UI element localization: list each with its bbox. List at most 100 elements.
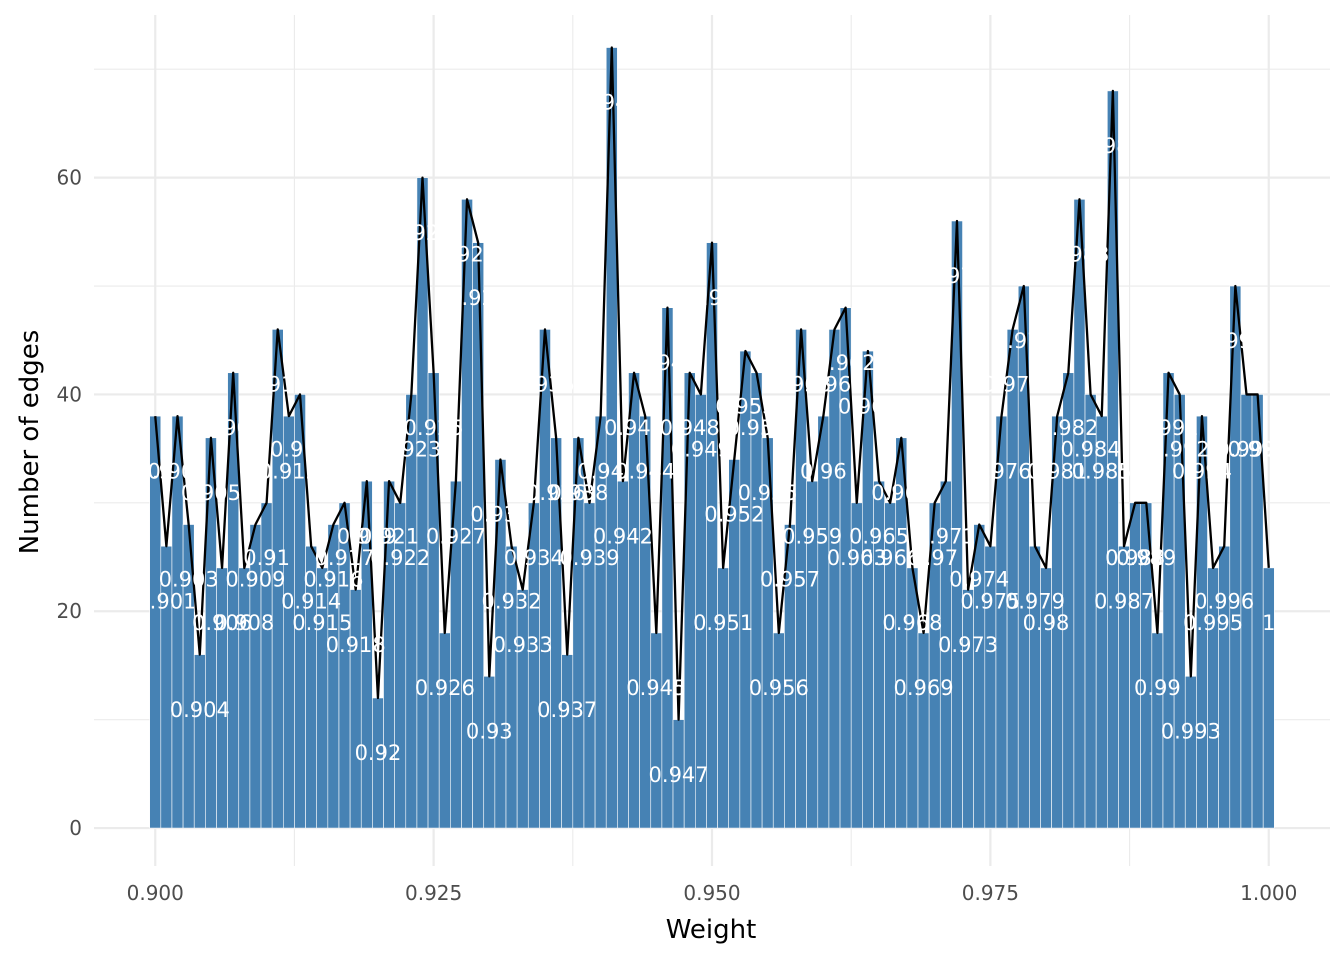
bar-label: 0.964	[838, 394, 898, 418]
bar-label: 0.957	[760, 568, 820, 592]
bar-label: 0.903	[159, 568, 219, 592]
bar-label: 0.993	[1161, 719, 1221, 743]
bar-label: 0.904	[170, 698, 230, 722]
bar-label: 0.909	[225, 568, 285, 592]
bar-label: 0.936	[526, 481, 586, 505]
bar-label: 0.944	[615, 459, 675, 483]
x-axis-title: Weight	[666, 915, 757, 945]
bar	[193, 654, 206, 829]
bar	[862, 350, 874, 829]
bar-label: 0.93	[466, 719, 513, 743]
bar-label: 0.949	[671, 438, 731, 462]
y-axis-title: Number of edges	[15, 330, 45, 555]
bar-label: 0.935	[515, 373, 575, 397]
bars	[149, 47, 1275, 829]
bar-label: 0.97	[911, 546, 958, 570]
bar	[238, 567, 251, 829]
bar-label: 0.925	[404, 416, 464, 440]
bar-label: 0.923	[381, 438, 441, 462]
bar-label: 0.989	[1116, 546, 1176, 570]
bar	[438, 632, 451, 829]
bar-label: 0.902	[147, 459, 207, 483]
bar-label: 0.992	[1150, 438, 1210, 462]
bar-label: 0.916	[303, 568, 363, 592]
bar-label: 0.987	[1094, 589, 1154, 613]
y-tick-label: 0	[69, 816, 82, 840]
x-tick-label: 0.950	[683, 881, 740, 905]
bar-label: 0.961	[804, 373, 864, 397]
bar-label: 0.94	[577, 459, 624, 483]
bar-label: 0.952	[704, 503, 764, 527]
bar-label: 0.96	[800, 459, 847, 483]
bar-label: 0.926	[415, 676, 475, 700]
bar-label: 0.954	[726, 416, 786, 440]
bar-label: 0.998	[1216, 438, 1276, 462]
bar	[772, 632, 785, 829]
bar-label: 0.997	[1205, 329, 1265, 353]
bar-label: 0.914	[281, 589, 341, 613]
bar	[962, 589, 974, 829]
y-tick-label: 60	[57, 166, 82, 190]
bar-label: 0.972	[927, 264, 987, 288]
bar-label: 0.978	[994, 329, 1054, 353]
bar-label: 0.974	[949, 568, 1009, 592]
bar-label: 0.975	[960, 589, 1020, 613]
bar-label: 0.99	[1134, 676, 1181, 700]
bar-label: 0.986	[1083, 134, 1143, 158]
bar-label: 0.984	[1061, 438, 1121, 462]
x-tick-label: 0.900	[127, 881, 184, 905]
bar-label: 0.917	[314, 546, 374, 570]
bar-labels: 0.9 0.901 0.902 0.903 0.904 0.905 0.906 0.907 0.…	[136, 91, 1287, 787]
bar-label: 0.932	[482, 589, 542, 613]
bar-label: 0.953	[715, 394, 775, 418]
bar-label: 0.938	[548, 481, 608, 505]
bar-label: 0.931	[470, 503, 530, 527]
bar-label: 0.977	[983, 373, 1043, 397]
bar	[483, 675, 496, 829]
x-tick-label: 0.975	[962, 881, 1019, 905]
bar-label: 0.945	[626, 676, 686, 700]
x-tick-label: 0.925	[405, 881, 462, 905]
bar-label: 0.967	[871, 481, 931, 505]
bar-label: 0.929	[448, 286, 508, 310]
bar-label: 0.924	[392, 221, 452, 245]
bar-label: 0.966	[860, 546, 920, 570]
bar-label: 0.994	[1172, 459, 1232, 483]
bar-label: 0.98	[1023, 611, 1070, 635]
bar-label: 0.95	[689, 286, 736, 310]
bar-label: 0.927	[426, 524, 486, 548]
bar	[516, 589, 529, 829]
bar-label: 0.965	[849, 524, 909, 548]
bar-label: 0.973	[938, 633, 998, 657]
bar	[750, 372, 763, 829]
y-tick-label: 20	[57, 599, 82, 623]
bar-label: 0.968	[882, 611, 942, 635]
bar-label: 0.901	[136, 589, 196, 613]
bar-label: 0.918	[326, 633, 386, 657]
bar-label: 0.995	[1183, 611, 1243, 635]
bar-label: 0.999	[1228, 438, 1288, 462]
bar-label: 0.933	[493, 633, 553, 657]
bar-label: 0.937	[537, 698, 597, 722]
bar-label: 0.951	[693, 611, 753, 635]
bar-label: 0.981	[1027, 459, 1087, 483]
bar-label: 0.979	[1005, 589, 1065, 613]
bar-label: 0.985	[1072, 459, 1132, 483]
bar	[717, 567, 730, 829]
bar-label: 0.946	[637, 351, 697, 375]
bar-label: 0.907	[203, 416, 263, 440]
x-tick-label: 1.000	[1240, 881, 1297, 905]
bar-label: 0.976	[971, 459, 1031, 483]
bar-label: 0.915	[292, 611, 352, 635]
bar-label: 0.919	[337, 524, 397, 548]
bar-label: 0.943	[604, 416, 664, 440]
bar-label: 0.942	[593, 524, 653, 548]
bar-label: 0.983	[1049, 242, 1109, 266]
bar	[650, 632, 663, 829]
bar-label: 0.911	[248, 373, 308, 397]
bar-label: 0.962	[816, 351, 876, 375]
bar	[1184, 675, 1197, 829]
bar-label: 0.91	[243, 546, 290, 570]
bar-label: 0.941	[582, 91, 642, 115]
